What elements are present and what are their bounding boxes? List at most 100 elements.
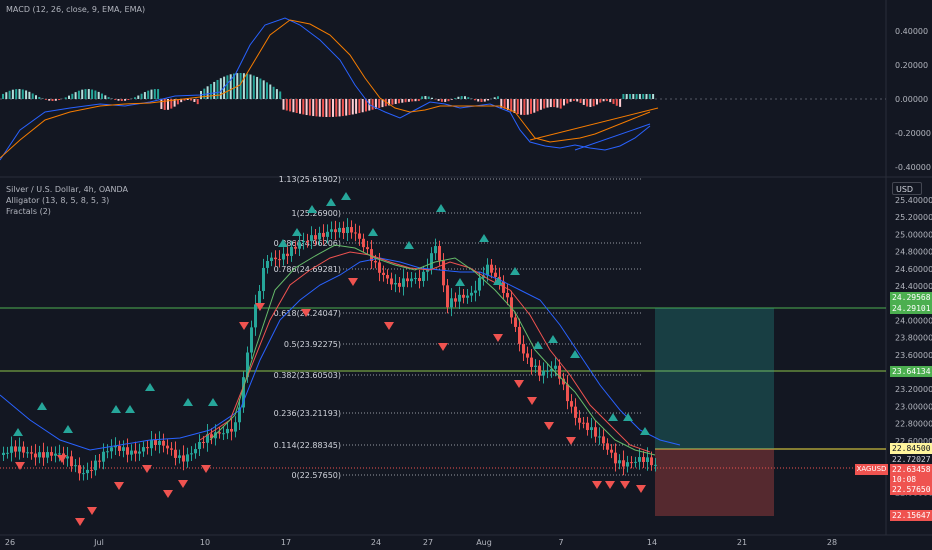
price-scale-label: 22.60000 xyxy=(895,437,932,446)
fractal-up-marker xyxy=(533,341,543,349)
price-tag-22-15647[interactable]: 22.15647 xyxy=(890,510,932,521)
symbol-title[interactable]: Silver / U.S. Dollar, 4h, OANDA xyxy=(6,185,128,194)
fractal-up-marker xyxy=(208,398,218,406)
price-scale-label: 25.40000 xyxy=(895,196,932,205)
fractal-up-marker xyxy=(326,198,336,206)
fractal-down-marker xyxy=(142,465,152,473)
fractal-down-marker xyxy=(114,482,124,490)
fib-level-label: 0.786(24.69281) xyxy=(274,265,341,274)
price-scale-label: 23.20000 xyxy=(895,385,932,394)
price-scale-label: 23.80000 xyxy=(895,334,932,343)
fib-level-label: 0.382(23.60503) xyxy=(274,371,341,380)
time-scale[interactable]: 26 Jul 10 17 24 27 Aug 7 14 21 28 xyxy=(5,538,837,547)
fractal-down-marker xyxy=(438,343,448,351)
fib-level-label: 0.114(22.88345) xyxy=(274,441,341,450)
fractal-down-marker xyxy=(566,437,576,445)
fib-level-label: 0.236(23.21193) xyxy=(274,409,341,418)
fib-level-label: 0.5(23.92275) xyxy=(284,340,341,349)
price-scale-label: 23.60000 xyxy=(895,351,932,360)
time-scale-label: 24 xyxy=(371,538,381,547)
fractal-down-marker xyxy=(384,322,394,330)
fractal-up-marker xyxy=(125,405,135,413)
fractal-up-marker xyxy=(63,425,73,433)
price-tag-22-84500[interactable]: 22.84500 xyxy=(890,443,932,454)
fractal-down-marker xyxy=(87,507,97,515)
time-scale-label: 14 xyxy=(647,538,657,547)
fractal-down-marker xyxy=(348,278,358,286)
fractals-title[interactable]: Fractals (2) xyxy=(6,207,51,216)
fractal-down-marker xyxy=(75,518,85,526)
fib-level-label: 1(25.26900) xyxy=(291,209,341,218)
fractal-up-marker xyxy=(548,335,558,343)
price-scale-label: 24.00000 xyxy=(895,316,932,325)
fractal-up-marker xyxy=(608,413,618,421)
time-scale-label: 7 xyxy=(558,538,563,547)
fractal-down-marker xyxy=(301,309,311,317)
time-scale-label: 17 xyxy=(281,538,291,547)
fractal-down-marker xyxy=(201,465,211,473)
price-scale[interactable]: 0.40000 0.20000 0.00000 -0.20000 -0.40000 25.… xyxy=(895,27,932,497)
fractal-up-marker xyxy=(368,228,378,236)
fib-level-label: 1.13(25.61902) xyxy=(279,175,341,184)
alligator-teeth-line xyxy=(199,251,651,453)
fractal-up-marker xyxy=(623,413,633,421)
macd-histogram xyxy=(2,73,655,117)
price-tag-22-72027[interactable]: 22.72027 xyxy=(890,454,932,465)
price-tag-22-57650[interactable]: 22.57650 xyxy=(890,484,932,495)
price-scale-label: 23.00000 xyxy=(895,402,932,411)
macd-trendline-blue[interactable] xyxy=(574,123,651,151)
time-scale-label: 26 xyxy=(5,538,15,547)
alligator-title[interactable]: Alligator (13, 8, 5, 8, 5, 3) xyxy=(6,196,110,205)
price-scale-label: 25.00000 xyxy=(895,230,932,239)
fractal-up-marker xyxy=(455,278,465,286)
macd-scale-label: -0.40000 xyxy=(895,163,931,172)
fractal-up-marker xyxy=(640,427,650,435)
macd-title[interactable]: MACD (12, 26, close, 9, EMA, EMA) xyxy=(6,5,146,14)
price-tag-24-29101[interactable]: 24.29101 xyxy=(890,303,932,314)
price-scale-label: 24.60000 xyxy=(895,265,932,274)
long-position-stop-zone[interactable] xyxy=(655,449,774,516)
time-scale-label: 27 xyxy=(423,538,433,547)
fractal-up-marker xyxy=(436,204,446,212)
fractal-down-marker xyxy=(493,334,503,342)
fractal-markers xyxy=(13,192,650,526)
time-scale-label: 10 xyxy=(200,538,210,547)
fibonacci-retracement[interactable]: 1.13(25.61902)1(25.26900)0.886(24.96206)… xyxy=(274,175,642,480)
long-position-target-zone[interactable] xyxy=(655,308,774,449)
fractal-up-marker xyxy=(183,398,193,406)
time-scale-label: Aug xyxy=(476,538,492,547)
fractal-up-marker xyxy=(145,383,155,391)
fractal-up-marker xyxy=(307,205,317,213)
macd-scale-label: 0.20000 xyxy=(895,61,928,70)
candlestick-series xyxy=(2,218,657,481)
price-scale-label: 22.80000 xyxy=(895,420,932,429)
currency-button[interactable]: USD xyxy=(892,182,922,195)
fractal-down-marker xyxy=(527,397,537,405)
time-scale-label: Jul xyxy=(93,538,104,547)
fractal-up-marker xyxy=(292,228,302,236)
time-scale-label: 21 xyxy=(737,538,747,547)
fractal-down-marker xyxy=(255,303,265,311)
fractal-up-marker xyxy=(37,402,47,410)
macd-trendline-up[interactable] xyxy=(529,107,659,141)
last-price-tag[interactable]: 22.63458 xyxy=(890,464,932,475)
price-tag-23-64134[interactable]: 23.64134 xyxy=(890,366,932,377)
price-tag-24-29568[interactable]: 24.29568 xyxy=(890,292,932,303)
macd-line xyxy=(0,17,651,161)
fractal-down-marker xyxy=(15,462,25,470)
fractal-up-marker xyxy=(493,277,503,285)
alligator-lips-line xyxy=(209,244,656,456)
time-scale-label: 28 xyxy=(827,538,837,547)
fractal-down-marker xyxy=(57,455,67,463)
fractal-down-marker xyxy=(592,481,602,489)
fractal-down-marker xyxy=(605,481,615,489)
fractal-up-marker xyxy=(404,241,414,249)
bar-countdown: 10:08 xyxy=(890,474,932,485)
fractal-down-marker xyxy=(239,322,249,330)
symbol-label-xagusd[interactable]: XAGUSD xyxy=(855,464,888,475)
fractal-up-marker xyxy=(111,405,121,413)
fractal-down-marker xyxy=(636,485,646,493)
macd-scale-label: 0.00000 xyxy=(895,95,928,104)
fractal-down-marker xyxy=(163,490,173,498)
